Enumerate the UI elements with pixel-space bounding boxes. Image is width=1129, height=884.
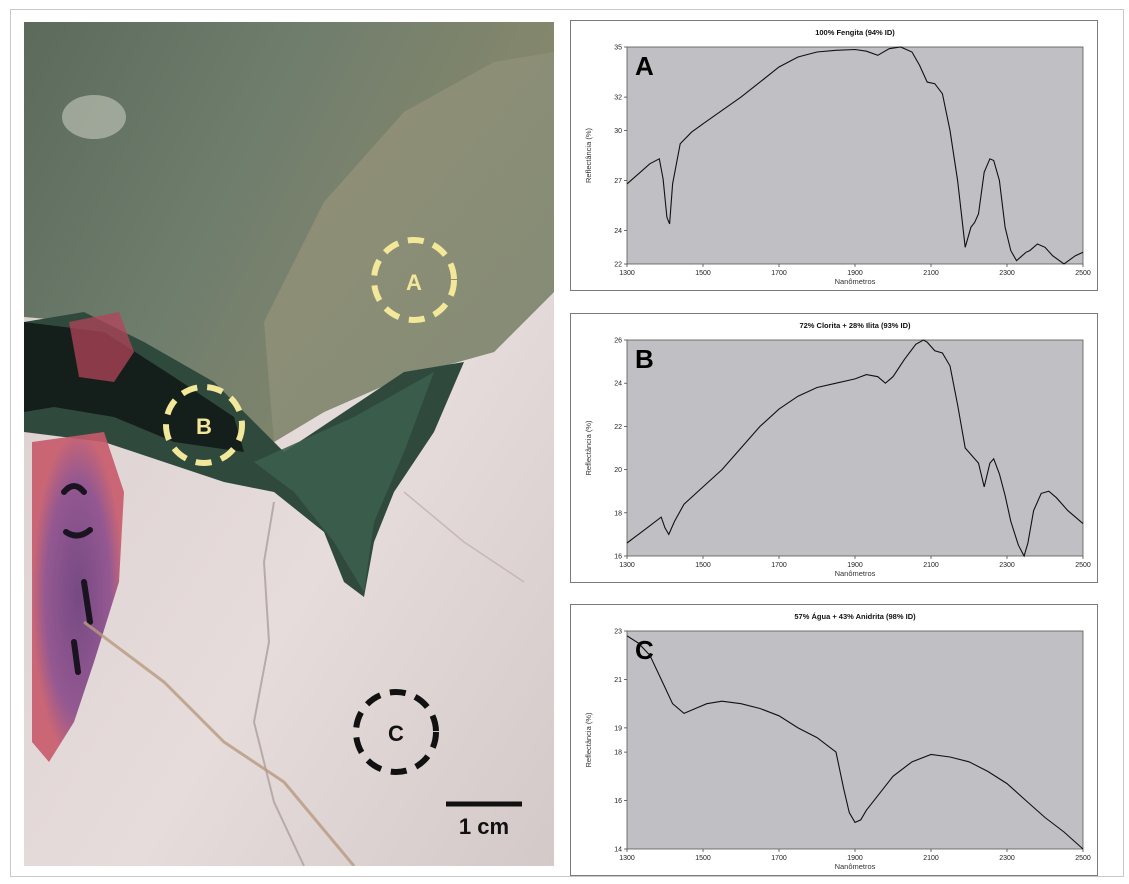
x-axis-label: Nanômetros — [835, 569, 876, 578]
y-tick-label: 22 — [614, 424, 622, 431]
chart-title: 72% Clorita + 28% Ilita (93% ID) — [799, 321, 911, 330]
x-tick-label: 1500 — [695, 855, 711, 862]
y-tick-label: 35 — [614, 45, 622, 52]
spectrum-line — [626, 339, 1084, 558]
y-tick-label: 20 — [614, 467, 622, 474]
y-tick-label: 16 — [614, 554, 622, 561]
y-tick-label: 19 — [614, 725, 622, 732]
marker-a-circle — [371, 237, 457, 323]
x-tick-label: 1700 — [771, 855, 787, 862]
spectrum-line — [626, 635, 1084, 850]
scale-label: 1 cm — [459, 814, 509, 839]
marker-b-label: B — [196, 414, 212, 439]
plot-area — [626, 630, 1084, 850]
y-tick-label: 30 — [614, 128, 622, 135]
x-tick-label: 2100 — [923, 270, 939, 277]
x-tick-label: 2100 — [923, 562, 939, 569]
y-axis-label: Reflectância (%) — [584, 712, 593, 768]
x-tick-label: 2500 — [1075, 270, 1091, 277]
chart-title: 57% Água + 43% Anidrita (98% ID) — [794, 612, 916, 621]
marker-c-label: C — [388, 721, 404, 746]
y-tick-label: 24 — [614, 381, 622, 388]
x-tick-label: 1300 — [619, 270, 635, 277]
x-tick-label: 1900 — [847, 855, 863, 862]
x-tick-label: 2300 — [999, 270, 1015, 277]
plot-area — [626, 46, 1084, 265]
x-tick-label: 1900 — [847, 562, 863, 569]
y-tick-label: 32 — [614, 95, 622, 102]
panel-letter: A — [635, 51, 654, 81]
x-tick-label: 2300 — [999, 562, 1015, 569]
y-axis-label: Reflectância (%) — [584, 127, 593, 183]
y-axis-label: Reflectância (%) — [584, 420, 593, 476]
panel-letter: B — [635, 344, 654, 374]
y-tick-label: 18 — [614, 510, 622, 517]
plot-area — [626, 339, 1084, 557]
chart-panel-a: 100% Fengita (94% ID) A 1300 1500 1700 1900 21… — [570, 20, 1098, 291]
x-tick-label: 2500 — [1075, 855, 1091, 862]
y-tick-label: 14 — [614, 847, 622, 854]
x-tick-label: 1700 — [771, 562, 787, 569]
marker-b-circle — [163, 384, 245, 466]
chart-title: 100% Fengita (94% ID) — [815, 28, 895, 37]
x-axis-label: Nanômetros — [835, 862, 876, 871]
x-tick-label: 1900 — [847, 270, 863, 277]
y-tick-label: 23 — [614, 629, 622, 636]
y-tick-label: 26 — [614, 338, 622, 345]
x-tick-label: 1500 — [695, 562, 711, 569]
chart-panel-c: 57% Água + 43% Anidrita (98% ID) C 1300 150… — [570, 604, 1098, 876]
y-tick-label: 16 — [614, 798, 622, 805]
x-tick-label: 1300 — [619, 562, 635, 569]
marker-a-label: A — [406, 270, 422, 295]
x-tick-label: 1700 — [771, 270, 787, 277]
y-tick-label: 27 — [614, 178, 622, 185]
x-tick-label: 2100 — [923, 855, 939, 862]
spectrum-line — [626, 46, 1084, 265]
y-tick-label: 18 — [614, 750, 622, 757]
chart-panel-b: 72% Clorita + 28% Ilita (93% ID) B 1300 150… — [570, 313, 1098, 583]
y-tick-label: 24 — [614, 228, 622, 235]
y-tick-label: 21 — [614, 677, 622, 684]
x-axis-label: Nanômetros — [835, 277, 876, 286]
rock-sample-photo: A B C 1 cm — [24, 22, 554, 866]
x-tick-label: 1300 — [619, 855, 635, 862]
x-tick-label: 2500 — [1075, 562, 1091, 569]
y-tick-label: 22 — [614, 262, 622, 269]
x-tick-label: 1500 — [695, 270, 711, 277]
x-tick-label: 2300 — [999, 855, 1015, 862]
marker-c-circle — [353, 689, 439, 775]
